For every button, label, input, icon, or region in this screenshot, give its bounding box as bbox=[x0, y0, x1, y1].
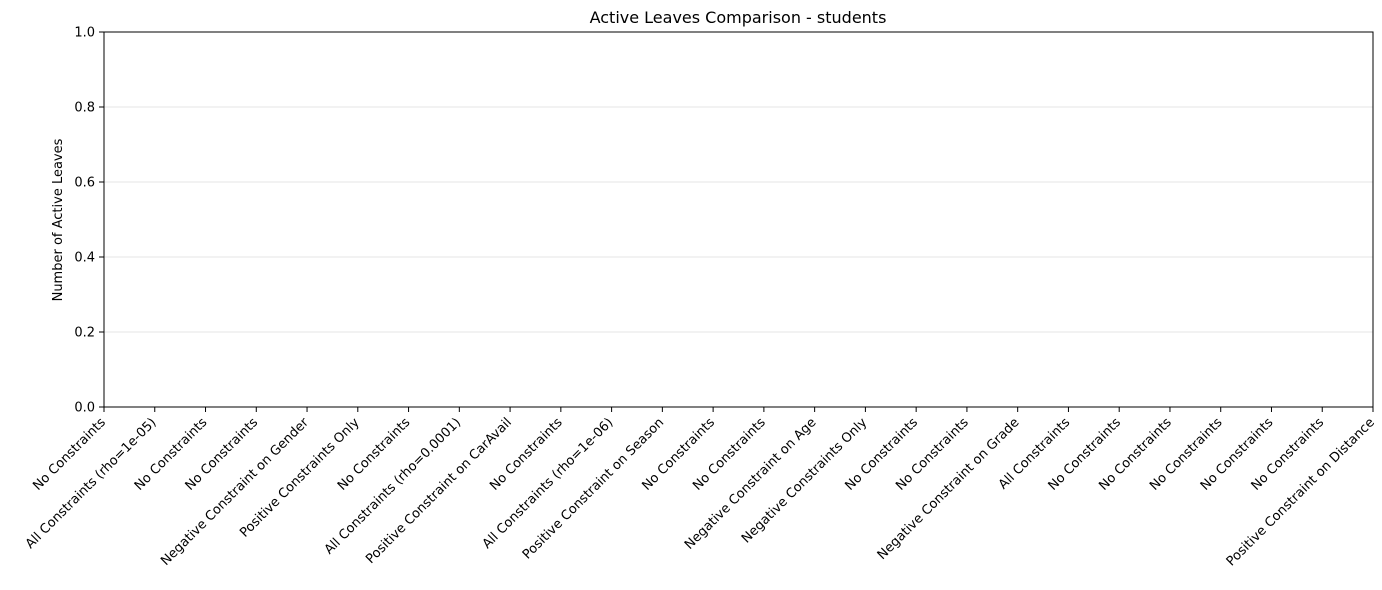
grid-lines bbox=[104, 106, 1373, 333]
y-axis-ticks: 0.0 0.2 0.4 0.6 0.8 1.0 bbox=[74, 26, 104, 416]
chart-title: Active Leaves Comparison - students bbox=[590, 8, 887, 27]
y-tick-label: 0.4 bbox=[74, 251, 95, 266]
y-tick-label: 0.8 bbox=[74, 101, 95, 116]
plot-frame bbox=[103, 31, 1374, 408]
y-tick-label: 0.0 bbox=[74, 401, 95, 416]
y-axis-label: Number of Active Leaves bbox=[51, 138, 66, 301]
y-tick-label: 1.0 bbox=[74, 26, 95, 41]
y-tick-label: 0.6 bbox=[74, 176, 95, 191]
y-tick-label: 0.2 bbox=[74, 326, 95, 341]
